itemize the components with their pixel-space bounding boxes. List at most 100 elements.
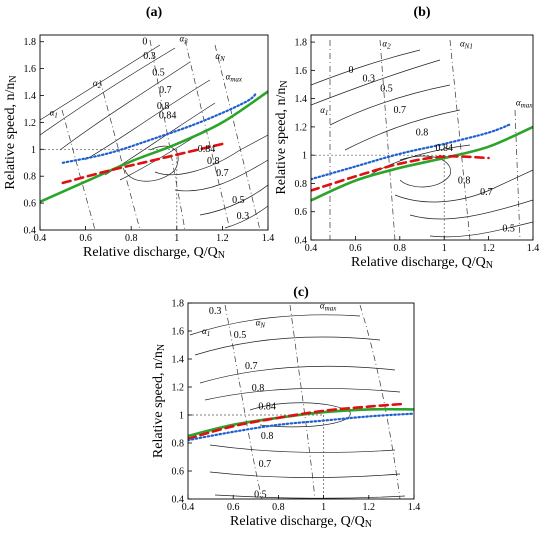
y-axis-label: Relative speed, n/nN [151, 344, 167, 458]
efficiency-contour [204, 387, 401, 401]
y-tick-label: 0.4 [172, 495, 185, 506]
contour-label: 0.8 [252, 383, 265, 394]
y-tick-label: 1.8 [172, 299, 185, 310]
y-tick-label: 0.6 [295, 207, 308, 218]
efficiency-contour [394, 169, 533, 203]
panel-label: (a) [146, 5, 163, 20]
guide-vane-label: α2 [382, 38, 391, 50]
guide-vane-line [359, 304, 401, 499]
contour-label: 0.3 [237, 211, 250, 222]
y-axis-label: Relative speed, n/nN [274, 80, 290, 194]
y-tick-label: 1 [179, 411, 184, 422]
x-tick-label: 0.4 [182, 502, 195, 513]
efficiency-contour [209, 471, 401, 478]
efficiency-contour [189, 314, 361, 336]
contour-label: 0.7 [245, 361, 258, 372]
x-tick-label: 1 [442, 243, 447, 254]
x-tick-label: 1.2 [482, 243, 495, 254]
guide-vane-label: α1 [202, 326, 210, 338]
x-tick-label: 0.8 [125, 233, 138, 244]
y-tick-label: 1.6 [172, 327, 185, 338]
y-tick-label: 0.4 [295, 236, 308, 247]
y-tick-label: 1.4 [24, 91, 37, 102]
series-blue-dotted [61, 91, 258, 164]
y-tick-label: 0.6 [24, 199, 37, 210]
contour-label: 0.84 [435, 143, 453, 154]
series-blue-dotted [311, 123, 512, 181]
guide-vane-line [514, 109, 521, 240]
efficiency-contour [344, 109, 461, 151]
contour-label: 0.5 [232, 195, 245, 206]
y-tick-label: 0.6 [172, 467, 185, 478]
guide-vane-line [289, 304, 316, 499]
contour-label: 0.8 [207, 156, 220, 167]
contour-label: 0.7 [480, 187, 493, 198]
efficiency-contour [311, 59, 441, 106]
contour-label: 0.7 [216, 168, 229, 179]
y-tick-label: 1.2 [24, 118, 37, 129]
guide-vane-label: α1 [50, 108, 58, 120]
efficiency-contour [40, 44, 161, 121]
contour-label: 0.84 [198, 144, 216, 155]
efficiency-contour [249, 402, 351, 428]
contour-label: 0 [348, 65, 353, 76]
x-axis-label: Relative discharge, Q/QN [230, 514, 372, 530]
panel-label: (b) [413, 5, 430, 20]
x-tick-label: 1 [321, 502, 326, 513]
plot-frame [39, 34, 269, 231]
y-tick-label: 1 [31, 145, 36, 156]
contour-label: 0.7 [394, 105, 407, 116]
efficiency-contour [59, 61, 191, 151]
guide-vane-label: αmax [516, 98, 533, 110]
x-axis-label: Relative discharge, Q/QN [83, 245, 225, 261]
guide-vane-line [379, 39, 396, 240]
guide-vane-line [214, 44, 261, 230]
y-tick-label: 0.8 [172, 439, 185, 450]
x-tick-label: 0.6 [79, 233, 92, 244]
y-axis-label: Relative speed, n/nN [3, 75, 19, 189]
contour-label: 0.5 [152, 67, 165, 78]
guide-vane-label: αN1 [460, 38, 473, 50]
contour-label: 0.5 [254, 490, 267, 501]
x-tick-label: 1 [174, 233, 179, 244]
y-tick-label: 1.2 [172, 383, 185, 394]
contour-label: 0.3 [362, 74, 375, 85]
efficiency-contour [399, 155, 451, 188]
guide-vane-line [184, 39, 231, 230]
guide-vane-line [224, 304, 263, 499]
x-tick-label: 0.8 [272, 502, 285, 513]
efficiency-contour [174, 159, 268, 192]
series-green-solid [40, 90, 268, 204]
contour-label: 0.8 [458, 175, 471, 186]
guide-vane-label: α2 [93, 78, 102, 90]
contour-label: 0.3 [209, 306, 222, 317]
efficiency-contour [154, 134, 268, 176]
y-tick-label: 0.8 [24, 172, 37, 183]
y-tick-label: 1.4 [295, 94, 308, 105]
efficiency-contour [40, 47, 176, 136]
x-axis-label: Relative discharge, Q/QN [351, 255, 493, 271]
efficiency-contour [224, 205, 268, 229]
contour-label: 0.7 [159, 85, 172, 96]
x-tick-label: 1.2 [216, 233, 229, 244]
contour-label: 0.3 [143, 51, 156, 62]
plot-frame [187, 302, 415, 500]
guide-vane-label: αN [256, 317, 266, 329]
contour-label: 0.5 [234, 330, 247, 341]
guide-vane-label: αN [215, 51, 225, 63]
contour-label: 0.5 [380, 84, 393, 95]
y-tick-label: 1.4 [172, 355, 185, 366]
series-red-dashed [311, 155, 490, 192]
contour-label: 0.8 [261, 431, 274, 442]
efficiency-contour [214, 494, 406, 499]
x-tick-label: 1.4 [262, 233, 275, 244]
contour-label: 0 [142, 36, 147, 47]
y-tick-label: 1.8 [295, 38, 308, 49]
series-green-solid [311, 125, 533, 202]
y-tick-label: 1.6 [295, 66, 308, 77]
efficiency-contour [194, 336, 381, 356]
chart-panel-3: 0.3 0.5 0.7 0.8 0.84 0.8 0.7 0.5 α1 αN αmax 0.4 0.6 0… [151, 285, 420, 530]
contour-label: 0.5 [502, 224, 515, 235]
